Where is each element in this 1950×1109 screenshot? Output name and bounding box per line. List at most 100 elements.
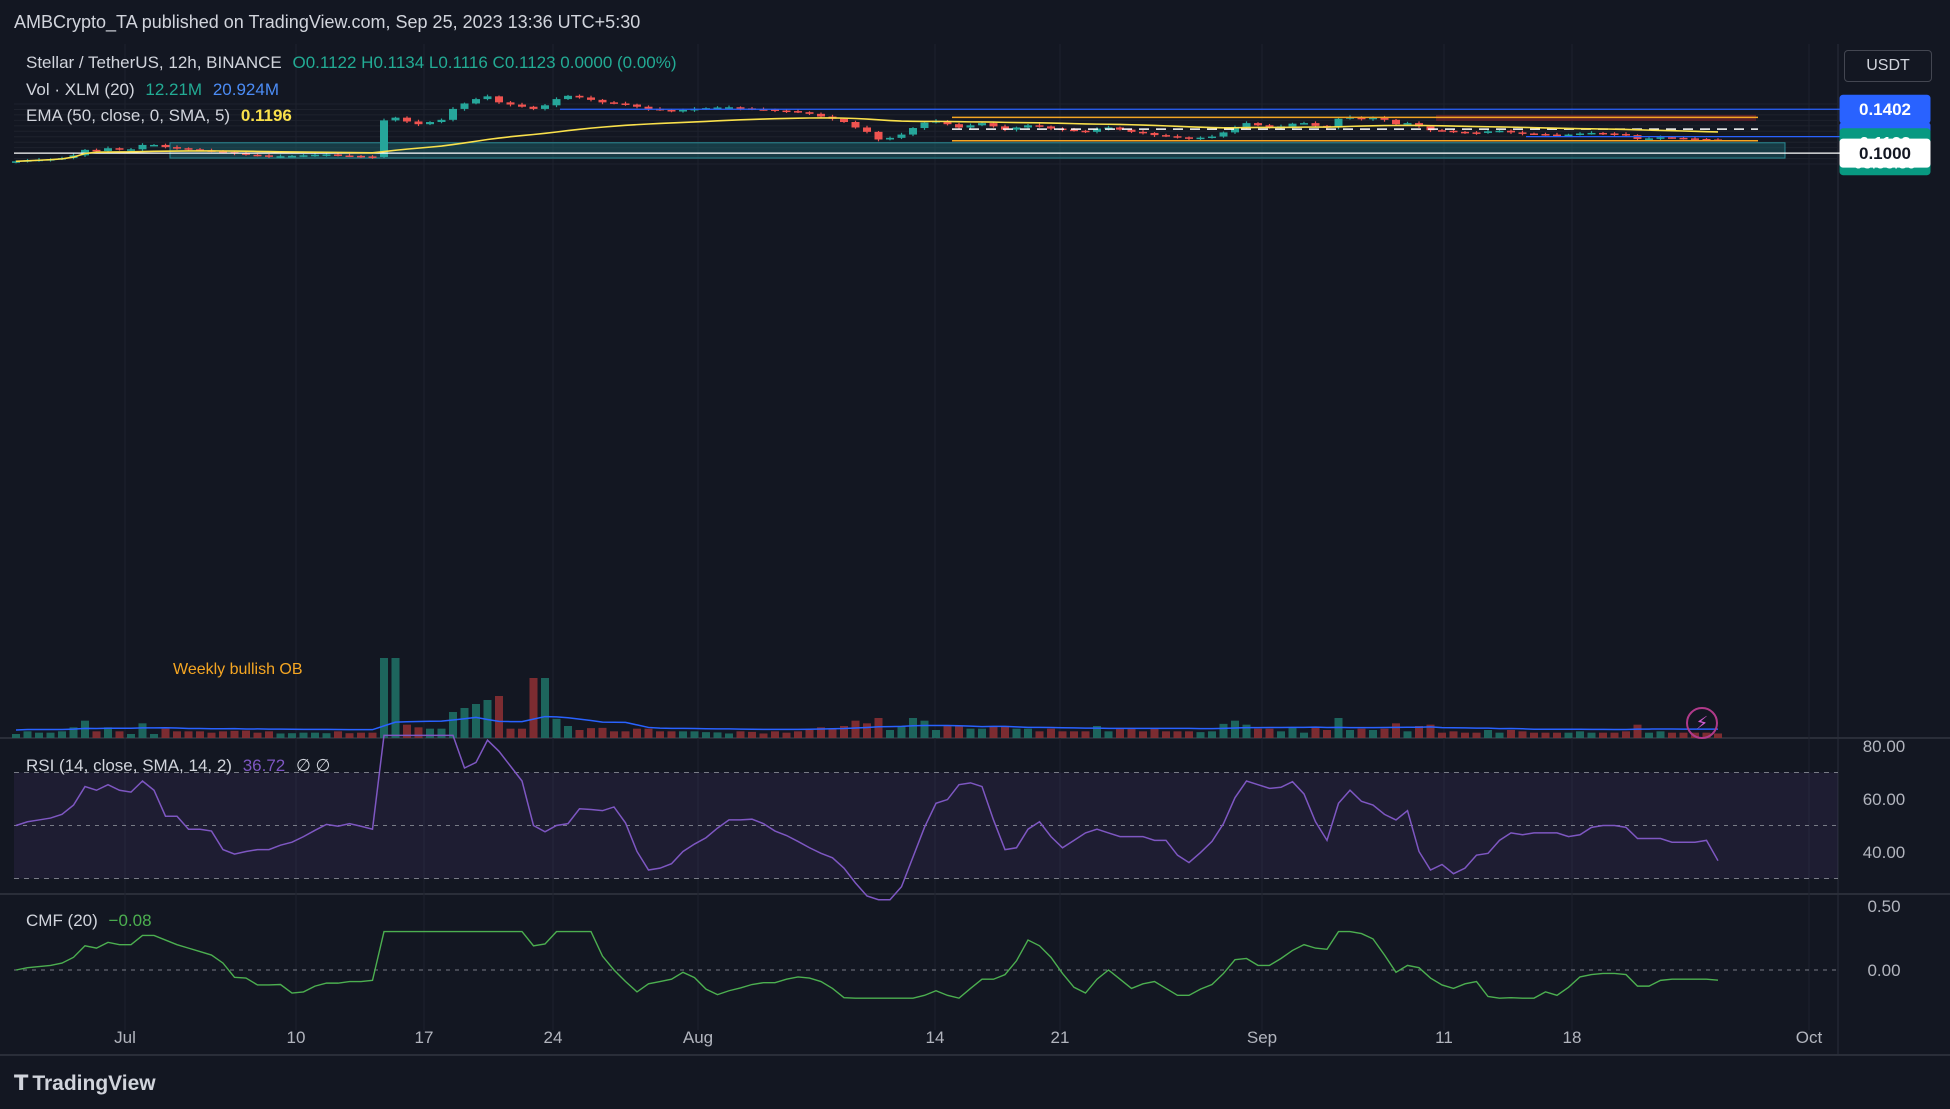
candle-body	[1035, 125, 1044, 127]
volume-bar	[874, 718, 883, 738]
volume-bar	[1415, 726, 1423, 738]
volume-bar	[1357, 728, 1366, 738]
volume-bar	[460, 708, 469, 738]
rsi-tick-label: 80.00	[1863, 737, 1906, 756]
candle-body	[414, 121, 423, 125]
candle-body	[1449, 130, 1458, 133]
candle-body	[1495, 130, 1504, 133]
lightning-icon[interactable]: ⚡	[1686, 707, 1718, 739]
candle-body	[725, 107, 733, 109]
candle-body	[437, 119, 446, 123]
volume-bar	[759, 733, 768, 738]
time-tick-label: Oct	[1796, 1028, 1823, 1047]
zones-layer: Weekly bullish OB	[169, 114, 1786, 678]
volume-bar	[1599, 732, 1607, 738]
candle-body	[713, 107, 722, 109]
candle-body	[127, 149, 135, 151]
volume-bar	[1047, 728, 1055, 738]
candle-body	[1461, 131, 1469, 134]
candle-body	[483, 96, 492, 100]
volume-bar	[196, 731, 204, 738]
volume-bar	[529, 678, 538, 738]
volume-bar	[58, 731, 66, 738]
candle-body	[345, 155, 354, 158]
volume-bar	[610, 731, 618, 738]
candle-body	[966, 125, 975, 128]
volume-bar	[587, 728, 595, 738]
candle-body	[1150, 132, 1159, 136]
volume-bar	[115, 731, 124, 738]
volume-bar	[1530, 732, 1538, 738]
candle-body	[242, 153, 250, 155]
candle-body	[1288, 123, 1297, 127]
candle-body	[1472, 132, 1481, 134]
volume-bar	[633, 728, 641, 738]
candle-body	[311, 154, 319, 157]
candle-body	[943, 120, 952, 125]
candle-body	[610, 102, 618, 104]
candle-body	[1576, 133, 1584, 135]
volume-bar	[932, 730, 940, 738]
candle-body	[403, 117, 411, 122]
candle-body	[1070, 129, 1078, 132]
volume-bar	[495, 696, 503, 738]
candle-body	[978, 123, 986, 126]
volume-bar	[161, 728, 170, 738]
volume-bar	[1495, 732, 1504, 738]
volume-bar	[414, 727, 423, 738]
volume-bar	[621, 731, 630, 738]
volume-bar	[1104, 731, 1113, 738]
volume-bar	[966, 728, 975, 738]
volume-bar	[1058, 731, 1067, 738]
candle-body	[759, 109, 768, 111]
legend-ema-label[interactable]: EMA (50, close, 0, SMA, 5)	[26, 106, 231, 125]
candle-body	[1702, 138, 1711, 141]
volume-bar	[1553, 732, 1561, 738]
legend-cmf-label[interactable]: CMF (20)	[26, 911, 98, 930]
candle-body	[644, 106, 653, 109]
candle-body	[1656, 137, 1665, 139]
volume-bar	[472, 704, 480, 738]
candle-body	[276, 156, 285, 158]
candle-body	[782, 110, 791, 113]
volume-bar	[1300, 732, 1308, 738]
volume-bar	[978, 728, 986, 738]
candle-body	[322, 154, 331, 156]
time-tick-label: Aug	[683, 1028, 713, 1047]
legend-symbol[interactable]: Stellar / TetherUS, 12h, BINANCE	[26, 53, 282, 72]
currency-button[interactable]: USDT	[1844, 50, 1932, 82]
candle-body	[92, 149, 101, 152]
legend-vol-label[interactable]: Vol · XLM (20)	[26, 80, 135, 99]
candle-body	[449, 108, 457, 120]
volume-bar	[184, 731, 193, 738]
volume-bar	[1541, 732, 1550, 738]
volume-bar	[518, 728, 526, 738]
volume-bar	[541, 678, 549, 738]
volume-bar	[69, 727, 78, 738]
volume-bar	[265, 731, 273, 738]
volume-bar	[334, 731, 342, 738]
candle-body	[1645, 138, 1653, 140]
volume-bar	[1208, 731, 1216, 738]
volume-bars	[12, 658, 1722, 738]
candle-body	[909, 128, 917, 135]
candle-body	[874, 131, 883, 140]
candle-body	[633, 104, 641, 107]
volume-bar	[92, 731, 101, 738]
candle-body	[920, 122, 929, 129]
volume-bar	[828, 728, 837, 738]
legend-symbol-row: Stellar / TetherUS, 12h, BINANCE O0.1122…	[26, 53, 683, 73]
candle-body	[472, 99, 480, 104]
legend-rsi-label[interactable]: RSI (14, close, SMA, 14, 2)	[26, 756, 232, 775]
ob-annotation: Weekly bullish OB	[173, 661, 303, 678]
candle-body	[621, 103, 630, 105]
tag-1402-text: 0.1402	[1859, 100, 1911, 119]
candle-body	[265, 155, 273, 157]
volume-bar	[1277, 731, 1285, 738]
publisher-line: AMBCrypto_TA published on TradingView.co…	[14, 12, 641, 32]
candle-body	[1518, 132, 1527, 134]
candle-body	[1185, 137, 1193, 139]
legend-rsi-value: 36.72	[242, 756, 286, 775]
volume-bar	[656, 731, 664, 738]
